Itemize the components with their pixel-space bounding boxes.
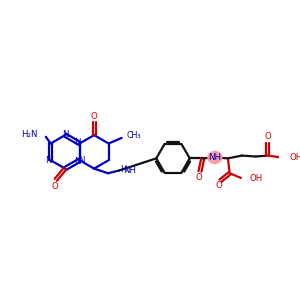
Text: N: N: [74, 157, 81, 166]
Text: O: O: [265, 133, 271, 142]
Text: N: N: [62, 130, 68, 139]
Text: NH: NH: [208, 153, 221, 162]
Text: H: H: [121, 165, 127, 174]
Text: O: O: [91, 112, 98, 121]
Text: OH: OH: [249, 174, 262, 183]
Text: NH: NH: [123, 166, 136, 175]
Text: N: N: [78, 156, 85, 165]
Ellipse shape: [208, 152, 222, 164]
Text: N: N: [74, 138, 81, 147]
Text: OH: OH: [289, 153, 300, 162]
Text: O: O: [52, 182, 58, 191]
Text: CH₃: CH₃: [126, 130, 141, 140]
Text: N: N: [46, 156, 52, 165]
Text: O: O: [215, 181, 222, 190]
Text: O: O: [196, 173, 202, 182]
Text: H₂N: H₂N: [21, 130, 38, 140]
